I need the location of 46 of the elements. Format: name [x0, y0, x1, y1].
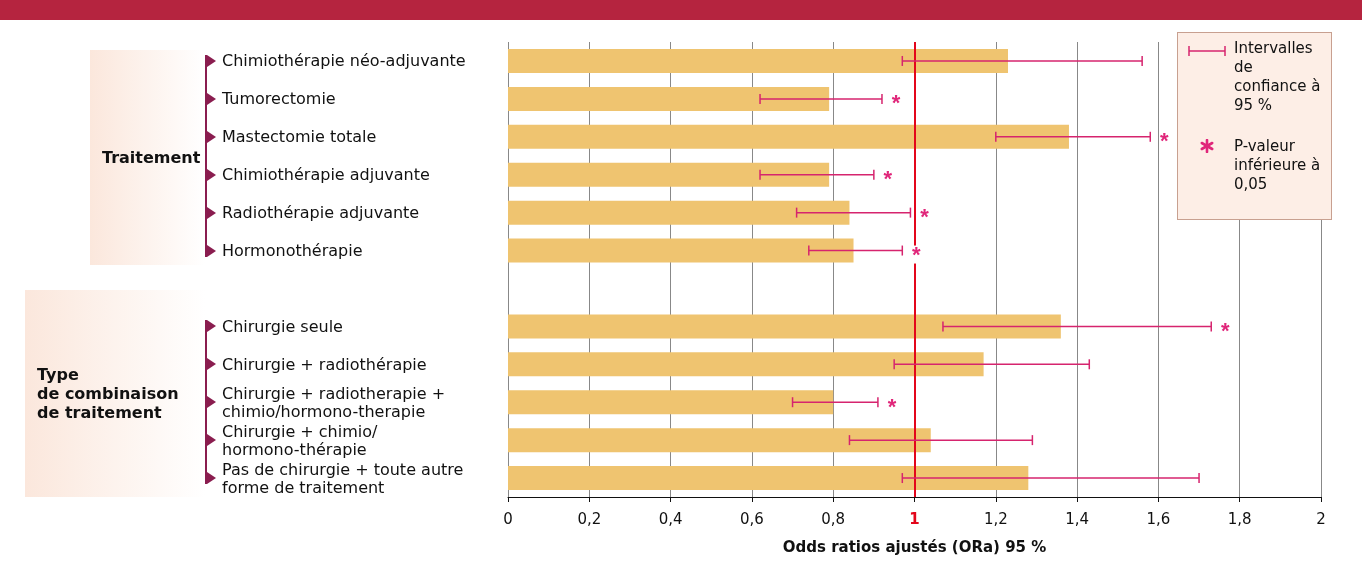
x-tick-label: 2	[1316, 509, 1326, 528]
bar	[508, 124, 1069, 149]
annotation: Intervalles de confiance à 95 %	[1234, 39, 1322, 115]
y-tick-label: Radiothérapie adjuvante	[222, 203, 420, 223]
legend-box: Intervalles de confiance à 95 % P-valeur inférieure à 0,05	[1177, 32, 1332, 220]
annotation: *	[891, 90, 901, 116]
bar	[508, 466, 1029, 491]
annotation: *	[887, 393, 897, 419]
bar	[508, 86, 830, 111]
bar	[508, 314, 1061, 339]
y-tick-label: Chimiothérapie adjuvante	[222, 165, 430, 185]
x-tick-label: 0,4	[658, 509, 683, 528]
y-tick-label: Hormonothérapie	[222, 241, 363, 261]
annotation: *	[920, 204, 930, 230]
bar	[508, 48, 1008, 73]
x-tick-label: 0,8	[821, 509, 846, 528]
y-tick-label: Chirurgie + radiotherapie + chimio/hormono-therapie	[222, 383, 446, 421]
y-tick-label: Tumorectomie	[221, 89, 336, 109]
bar	[508, 238, 854, 263]
x-axis-title: Odds ratios ajustés (ORa) 95 %	[782, 537, 1047, 556]
text: Type de combinaison de traitement	[25, 290, 205, 497]
text: Traitement	[90, 50, 205, 265]
bar	[508, 390, 834, 415]
x-tick-label: 1	[909, 509, 920, 528]
bar	[508, 162, 830, 187]
bar	[508, 352, 984, 377]
annotation: P-valeur inférieure à 0,05	[1234, 137, 1322, 194]
x-tick-label: 1,2	[983, 509, 1008, 528]
y-tick-label: Pas de chirurgie + toute autre forme de traitement	[222, 459, 464, 497]
y-tick-label: Chirurgie seule	[222, 316, 343, 336]
y-tick-label: Mastectomie totale	[222, 127, 377, 147]
x-tick-label: 0	[503, 509, 513, 528]
x-tick-label: 0,2	[577, 509, 602, 528]
x-tick-label: 1,6	[1146, 509, 1171, 528]
y-tick-label: Chirurgie + chimio/ hormono-thérapie	[222, 421, 378, 459]
annotation: *	[1220, 317, 1230, 343]
annotation: *	[912, 242, 922, 268]
x-tick-label: 0,6	[739, 509, 764, 528]
x-tick-label: 1,4	[1065, 509, 1090, 528]
y-tick-label: Chimiothérapie néo-adjuvante	[222, 51, 466, 71]
annotation: *	[883, 166, 893, 192]
y-tick-label: Chirurgie + radiothérapie	[222, 354, 427, 374]
x-tick-label: 1,8	[1227, 509, 1252, 528]
bar	[508, 200, 850, 225]
annotation: *	[1159, 128, 1169, 154]
bar	[508, 428, 931, 453]
